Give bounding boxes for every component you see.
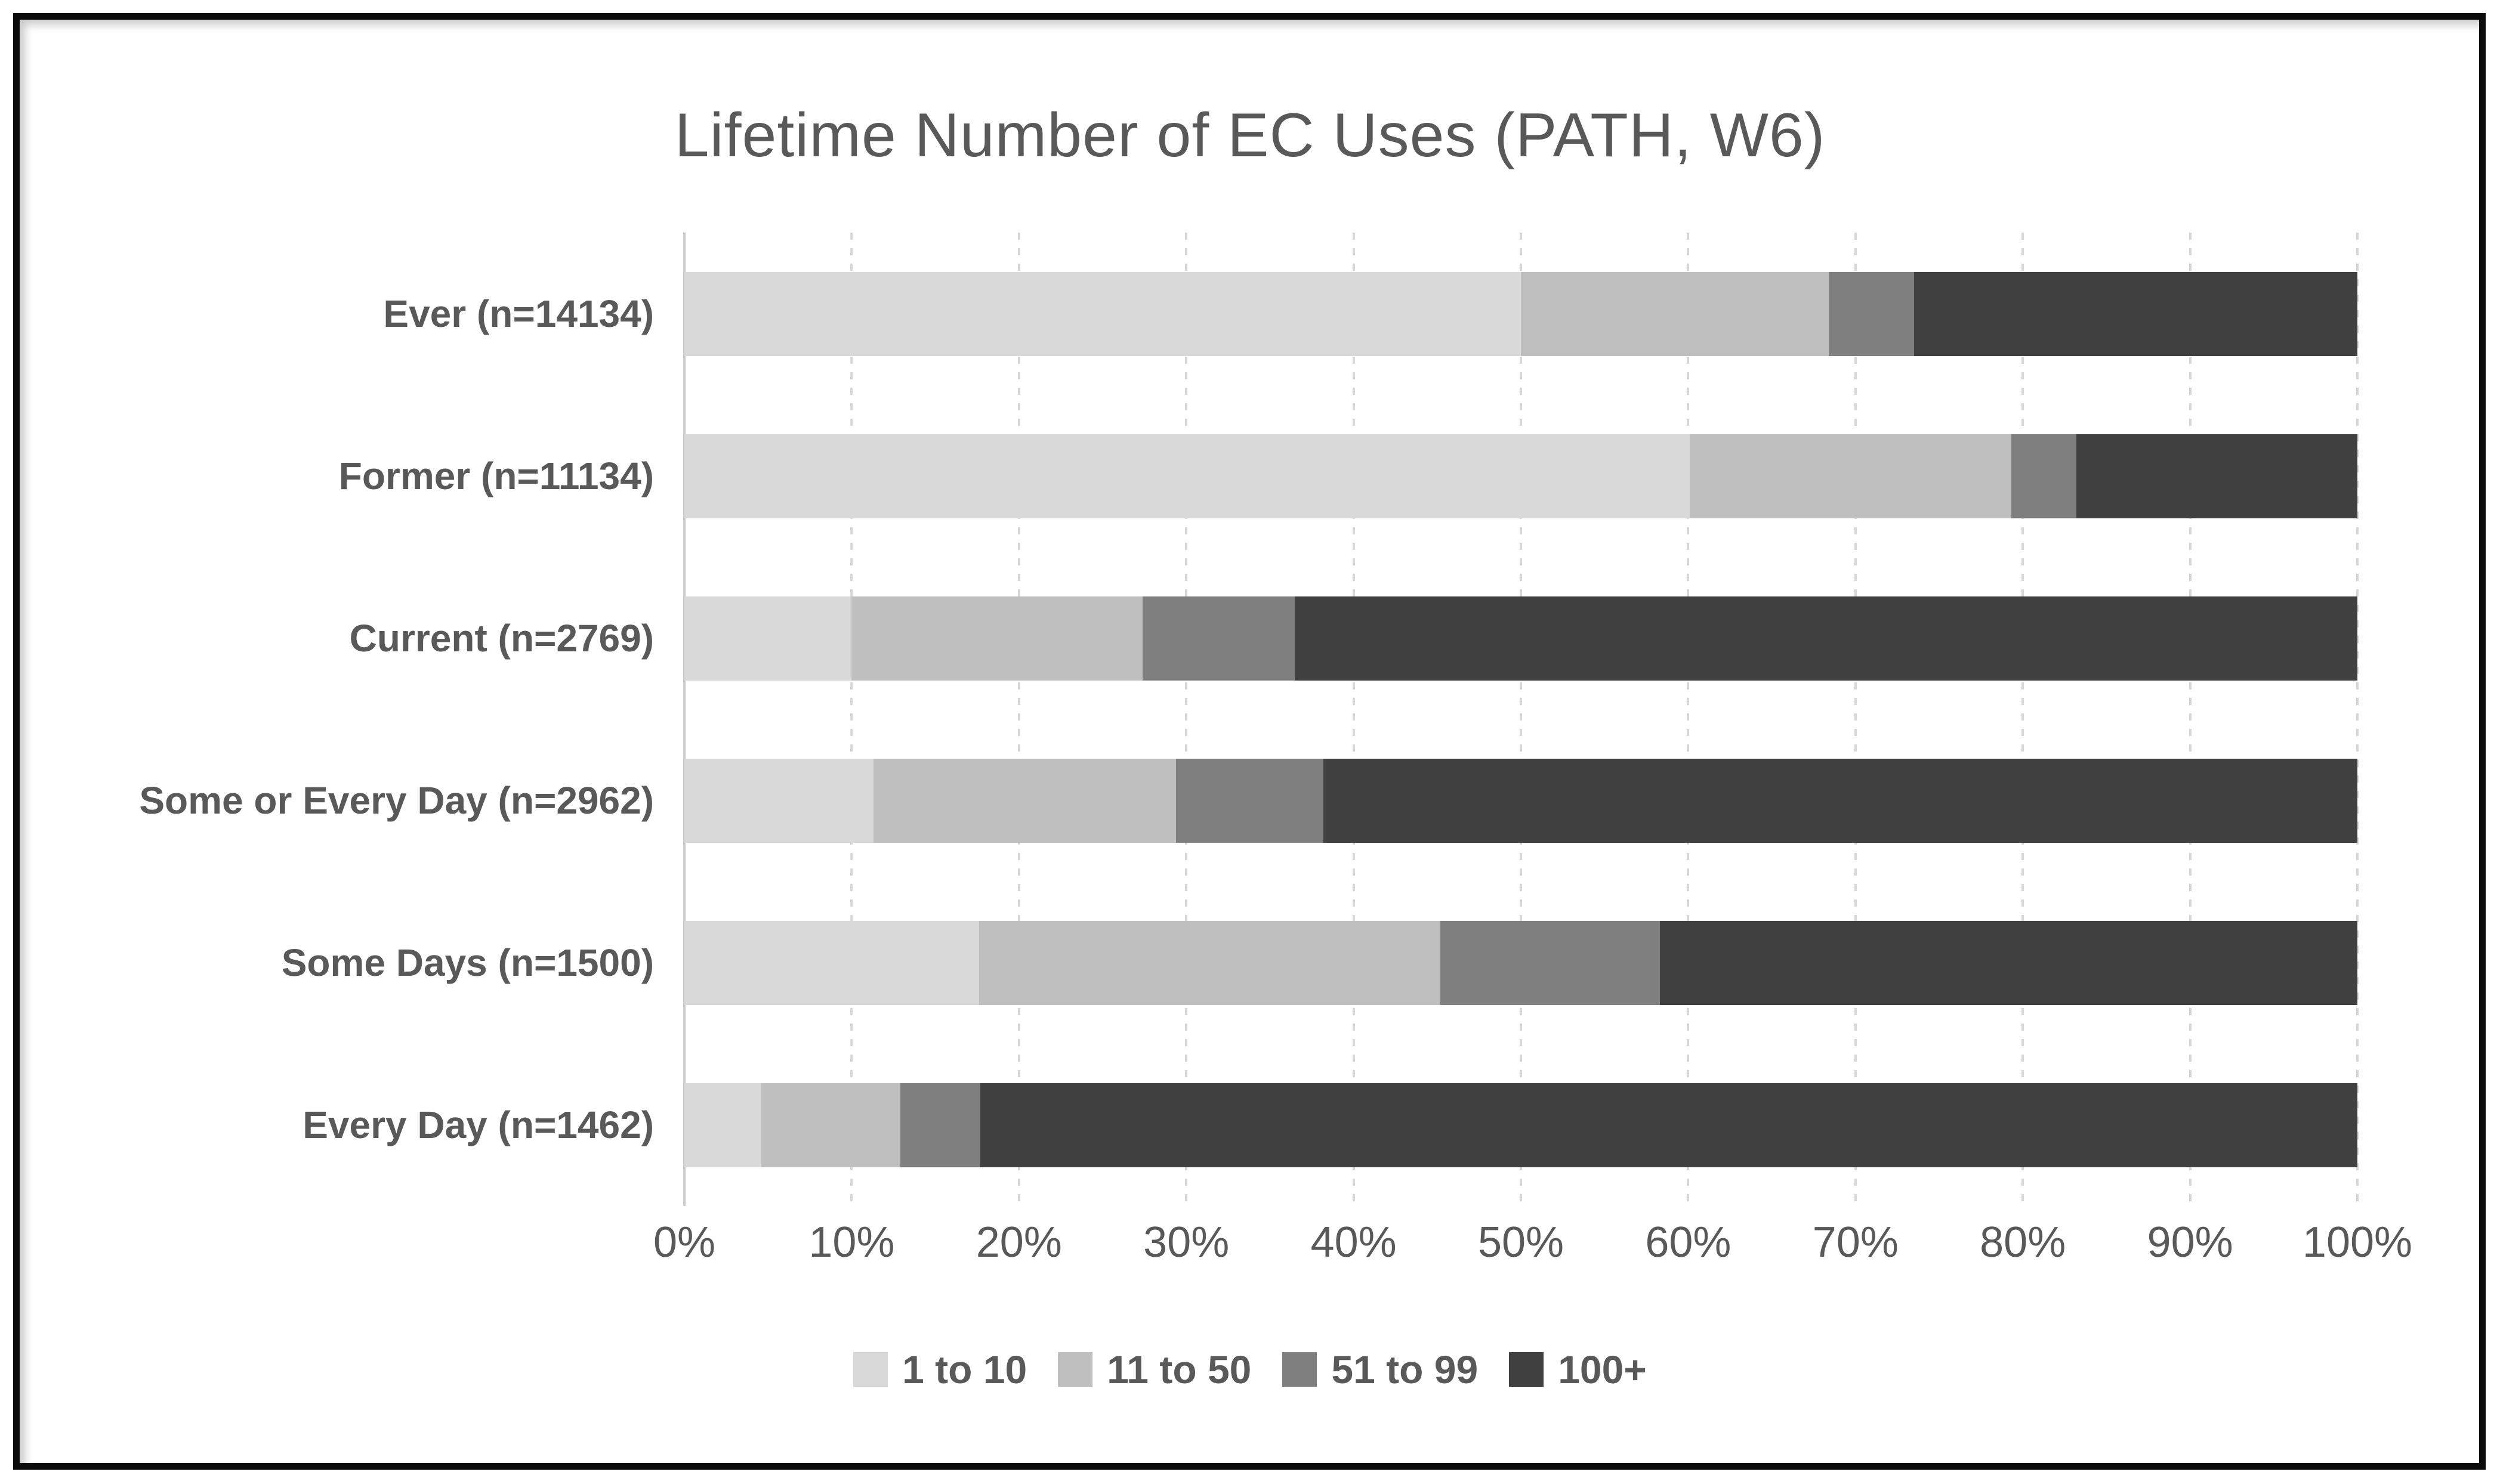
gridline-30 [1185,233,1188,1206]
bar-segment [1828,271,1914,356]
chart-frame [13,13,2486,1470]
gridline-90 [2189,233,2192,1206]
x-tick-label-40: 40% [1310,1219,1397,1266]
bar-segment [684,758,874,843]
bar-segment [851,596,1143,681]
bar-segment [761,1083,900,1167]
legend-label: 11 to 50 [1107,1347,1252,1392]
bar-segment [979,920,1441,1005]
x-tick-label-20: 20% [976,1219,1062,1266]
x-tick-label-70: 70% [1812,1219,1899,1266]
gridline-10 [850,233,853,1206]
bar-segment [684,596,852,681]
legend: 1 to 10 11 to 50 51 to 99 100+ [0,1347,2500,1392]
legend-label: 51 to 99 [1331,1347,1479,1392]
y-axis-line [683,233,686,1206]
bar-segment [900,1083,981,1167]
category-label: Current (n=2769) [349,617,654,660]
category-label: Some or Every Day (n=2962) [139,779,654,822]
bar-row [684,1044,2357,1206]
gridline-80 [2021,233,2024,1206]
bar-segment [1440,920,1660,1005]
x-tick-label-60: 60% [1645,1219,1732,1266]
bar-segment [684,920,979,1005]
category-label: Former (n=11134) [338,455,654,497]
bar-row [684,719,2357,882]
legend-item: 1 to 10 [853,1347,1027,1392]
stacked-bar [684,434,2357,518]
bar-segment [1659,920,2357,1005]
legend-swatch-icon [1282,1352,1317,1387]
category-label: Some Days (n=1500) [281,941,654,984]
stacked-bar [684,758,2357,843]
bar-segment [1521,271,1829,356]
category-label: Ever (n=14134) [383,292,654,335]
gridline-50 [1520,233,1522,1206]
bar-segment [1143,596,1295,681]
x-tick-label-90: 90% [2147,1219,2233,1266]
bar-segment [2011,434,2076,518]
gridline-20 [1017,233,1020,1206]
bar-segment [684,434,1690,518]
x-tick-label-50: 50% [1477,1219,1564,1266]
legend-item: 51 to 99 [1282,1347,1478,1392]
legend-label: 100+ [1558,1347,1647,1392]
plot-area [683,233,2359,1206]
bar-row [684,395,2357,557]
stacked-bar [684,271,2357,356]
category-label: Every Day (n=1462) [303,1103,654,1146]
legend-item: 11 to 50 [1058,1347,1251,1392]
bar-row [684,882,2357,1044]
gridline-70 [1854,233,1857,1206]
x-tick-label-100: 100% [2302,1219,2413,1266]
bar-segment [873,758,1177,843]
bar-segment [1690,434,2011,518]
bar-segment [1323,758,2357,843]
legend-swatch-icon [1058,1352,1093,1387]
x-tick-label-30: 30% [1143,1219,1230,1266]
bar-segment [1913,271,2357,356]
legend-swatch-icon [853,1352,888,1387]
x-axis-ticks: 0% 10% 20% 30% 40% 50% 60% 70% 80% 90% 100% [653,1218,2412,1284]
bar-segment [684,1083,761,1167]
chart-title: Lifetime Number of EC Uses (PATH, W6) [674,101,1826,170]
x-tick-label-0: 0% [653,1219,716,1266]
legend-item: 100+ [1509,1347,1647,1392]
bar-row [684,557,2357,719]
stacked-bar [684,596,2357,681]
y-axis-labels: Ever (n=14134) Former (n=11134) Current (n… [24,233,663,1206]
stacked-bar [684,920,2357,1005]
bar-segment [1176,758,1324,843]
legend-swatch-icon [1509,1352,1544,1387]
gridline-60 [1687,233,1690,1206]
gridline-40 [1352,233,1355,1206]
x-tick-label-10: 10% [808,1219,895,1266]
bar-segment [2076,434,2357,518]
stacked-bar [684,1083,2357,1167]
gridline-100 [2356,233,2359,1206]
bar-row [684,233,2357,395]
legend-label: 1 to 10 [902,1347,1027,1392]
bar-segment [1295,596,2357,681]
bar-segment [980,1083,2357,1167]
bar-segment [684,271,1521,356]
x-tick-label-80: 80% [1980,1219,2066,1266]
